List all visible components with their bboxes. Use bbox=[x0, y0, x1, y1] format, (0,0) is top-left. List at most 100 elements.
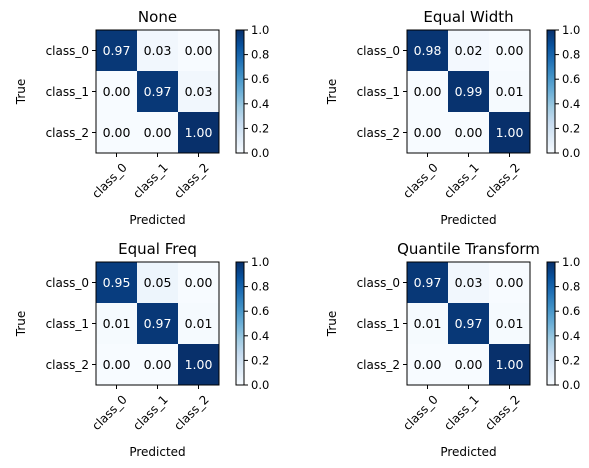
heatmap-cell bbox=[407, 344, 448, 385]
colorbar-tick-label: 1.0 bbox=[562, 23, 580, 37]
colorbar-tick-label: 0.2 bbox=[562, 353, 580, 367]
cell-value-label: 0.01 bbox=[496, 84, 524, 99]
colorbar-tick-label: 0.4 bbox=[562, 329, 580, 343]
x-axis-label: Predicted bbox=[129, 445, 185, 459]
y-tick-label: class_2 bbox=[46, 358, 89, 372]
cell-value-label: 0.00 bbox=[103, 357, 131, 372]
heatmap-cell bbox=[137, 303, 178, 344]
colorbar-tick-label: 0.4 bbox=[251, 329, 269, 343]
cell-value-label: 0.97 bbox=[144, 84, 172, 99]
heatmap-cell bbox=[489, 262, 530, 303]
y-axis-label: True bbox=[14, 311, 28, 338]
x-tick-label: class_1 bbox=[441, 392, 482, 433]
heatmap-cell bbox=[96, 112, 137, 153]
heatmap-cell bbox=[407, 30, 448, 71]
colorbar-tick-label: 1.0 bbox=[562, 255, 580, 269]
heatmap-cell bbox=[137, 344, 178, 385]
cell-value-label: 0.01 bbox=[103, 316, 131, 331]
cell-value-label: 0.00 bbox=[496, 275, 524, 290]
cell-value-label: 0.97 bbox=[414, 275, 442, 290]
colorbar bbox=[235, 29, 245, 154]
heatmap-cell bbox=[407, 71, 448, 112]
heatmap-cell bbox=[96, 71, 137, 112]
colorbar-tick-label: 0.8 bbox=[562, 48, 580, 62]
cell-value-label: 0.97 bbox=[455, 316, 483, 331]
cell-value-label: 0.00 bbox=[185, 275, 213, 290]
heatmap-cell bbox=[448, 262, 489, 303]
heatmap-cell bbox=[178, 30, 219, 71]
colorbar-tick-label: 0.2 bbox=[562, 121, 580, 135]
colorbar-tick-label: 0.0 bbox=[251, 378, 269, 392]
colorbar-tick-label: 0.2 bbox=[251, 121, 269, 135]
x-tick-label: class_1 bbox=[130, 392, 171, 433]
cell-value-label: 0.00 bbox=[103, 125, 131, 140]
heatmap-cell bbox=[137, 262, 178, 303]
heatmap-cell bbox=[448, 303, 489, 344]
heatmap-cell bbox=[448, 112, 489, 153]
colorbar-tick-label: 1.0 bbox=[251, 255, 269, 269]
y-axis-label: True bbox=[14, 79, 28, 106]
x-tick-label: class_2 bbox=[482, 392, 523, 433]
y-tick-label: class_1 bbox=[357, 85, 400, 99]
x-axis-label: Predicted bbox=[440, 213, 496, 227]
panel-title: None bbox=[138, 8, 177, 26]
cell-value-label: 0.01 bbox=[414, 316, 442, 331]
panel-title: Equal Width bbox=[423, 8, 513, 26]
x-tick-label: class_0 bbox=[89, 160, 130, 201]
cell-value-label: 0.03 bbox=[185, 84, 213, 99]
confusion-matrix-panel-2: Equal Freq 0.95 0.05 0.00 0.01 0.97 0.01 0.00 0.… bbox=[14, 240, 269, 459]
cell-value-label: 1.00 bbox=[185, 357, 213, 372]
colorbar-tick-label: 0.6 bbox=[562, 304, 580, 318]
cell-value-label: 0.99 bbox=[455, 84, 483, 99]
x-tick-label: class_2 bbox=[171, 160, 212, 201]
x-tick-label: class_2 bbox=[171, 392, 212, 433]
y-axis-label: True bbox=[325, 79, 339, 106]
y-tick-label: class_1 bbox=[46, 85, 89, 99]
y-tick-label: class_2 bbox=[46, 126, 89, 140]
heatmap-cell bbox=[407, 112, 448, 153]
cell-value-label: 0.00 bbox=[414, 125, 442, 140]
x-tick-label: class_0 bbox=[400, 160, 441, 201]
heatmap-cell bbox=[96, 30, 137, 71]
y-tick-label: class_1 bbox=[357, 317, 400, 331]
heatmap-cell bbox=[448, 344, 489, 385]
heatmap-cell bbox=[178, 303, 219, 344]
cell-value-label: 0.00 bbox=[455, 125, 483, 140]
cell-value-label: 0.00 bbox=[496, 43, 524, 58]
heatmap-cell bbox=[137, 112, 178, 153]
cell-value-label: 0.01 bbox=[185, 316, 213, 331]
y-tick-label: class_0 bbox=[46, 44, 89, 58]
cell-value-label: 0.00 bbox=[185, 43, 213, 58]
panel-title: Quantile Transform bbox=[397, 240, 540, 258]
colorbar-tick-label: 0.6 bbox=[562, 72, 580, 86]
cell-value-label: 1.00 bbox=[496, 125, 524, 140]
cell-value-label: 0.03 bbox=[455, 275, 483, 290]
heatmap-cell bbox=[178, 112, 219, 153]
cell-value-label: 1.00 bbox=[185, 125, 213, 140]
cell-value-label: 0.97 bbox=[103, 43, 131, 58]
heatmap-cell bbox=[96, 303, 137, 344]
y-tick-label: class_0 bbox=[357, 44, 400, 58]
heatmap-cell bbox=[178, 71, 219, 112]
colorbar-tick-label: 0.2 bbox=[251, 353, 269, 367]
y-tick-label: class_0 bbox=[46, 276, 89, 290]
heatmap-cell bbox=[489, 112, 530, 153]
colorbar-tick-label: 0.6 bbox=[251, 72, 269, 86]
heatmap-cell bbox=[407, 303, 448, 344]
colorbar-tick-label: 0.0 bbox=[562, 146, 580, 160]
cell-value-label: 0.00 bbox=[144, 125, 172, 140]
heatmap-cell bbox=[96, 344, 137, 385]
x-axis-label: Predicted bbox=[129, 213, 185, 227]
colorbar bbox=[235, 261, 245, 386]
heatmap-cell bbox=[489, 344, 530, 385]
cell-value-label: 0.95 bbox=[103, 275, 131, 290]
y-tick-label: class_0 bbox=[357, 276, 400, 290]
colorbar-tick-label: 0.8 bbox=[562, 280, 580, 294]
colorbar-tick-label: 0.8 bbox=[251, 48, 269, 62]
x-axis-label: Predicted bbox=[440, 445, 496, 459]
colorbar bbox=[546, 29, 556, 154]
colorbar-tick-label: 0.0 bbox=[251, 146, 269, 160]
colorbar-tick-label: 0.8 bbox=[251, 280, 269, 294]
